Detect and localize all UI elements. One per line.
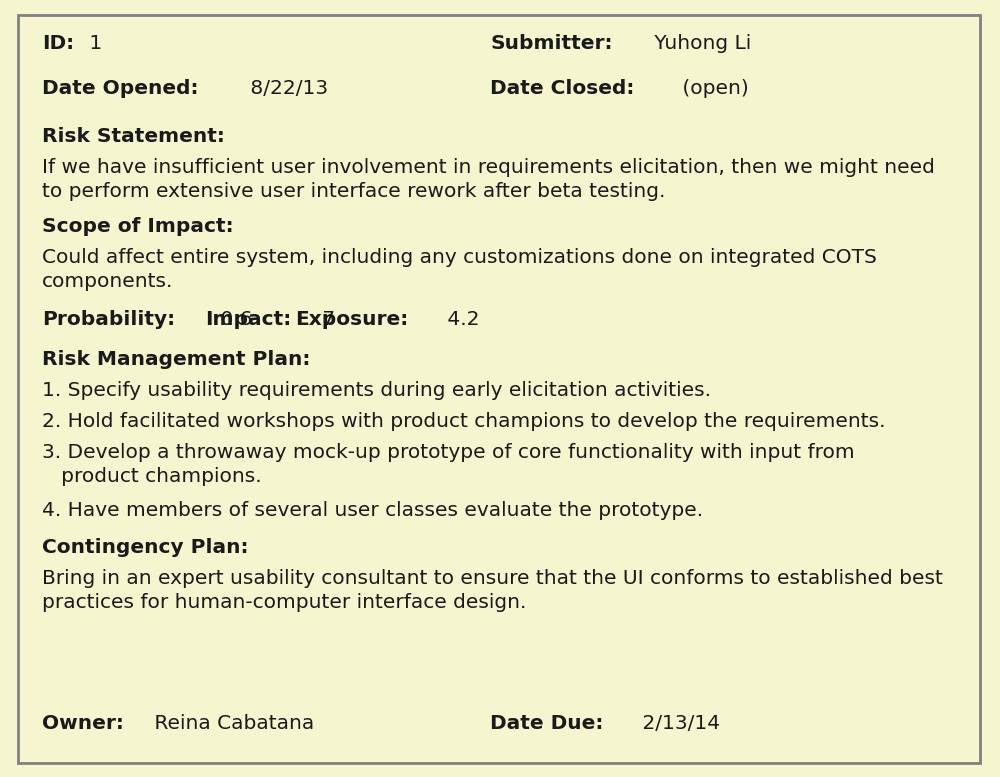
Text: If we have insufficient user involvement in requirements elicitation, then we mi: If we have insufficient user involvement… bbox=[42, 158, 935, 177]
Text: to perform extensive user interface rework after beta testing.: to perform extensive user interface rewo… bbox=[42, 182, 665, 201]
Text: Risk Management Plan:: Risk Management Plan: bbox=[42, 350, 310, 369]
Text: components.: components. bbox=[42, 272, 173, 291]
Text: Exposure:: Exposure: bbox=[295, 310, 408, 329]
Text: Risk Statement:: Risk Statement: bbox=[42, 127, 225, 146]
Text: 7: 7 bbox=[316, 310, 335, 329]
Text: product champions.: product champions. bbox=[42, 467, 262, 486]
Text: 8/22/13: 8/22/13 bbox=[244, 79, 328, 98]
Text: 2/13/14: 2/13/14 bbox=[636, 714, 720, 733]
Text: Date Due:: Date Due: bbox=[490, 714, 603, 733]
Text: ID:: ID: bbox=[42, 34, 74, 53]
Text: Impact:: Impact: bbox=[205, 310, 291, 329]
Text: Owner:: Owner: bbox=[42, 714, 124, 733]
Text: Submitter:: Submitter: bbox=[490, 34, 612, 53]
FancyBboxPatch shape bbox=[18, 15, 980, 763]
Text: 0.6: 0.6 bbox=[214, 310, 252, 329]
Text: 4.2: 4.2 bbox=[441, 310, 480, 329]
Text: Date Closed:: Date Closed: bbox=[490, 79, 634, 98]
Text: Reina Cabatana: Reina Cabatana bbox=[148, 714, 314, 733]
Text: 1: 1 bbox=[83, 34, 103, 53]
Text: 3. Develop a throwaway mock-up prototype of core functionality with input from: 3. Develop a throwaway mock-up prototype… bbox=[42, 443, 855, 462]
Text: 1. Specify usability requirements during early elicitation activities.: 1. Specify usability requirements during… bbox=[42, 381, 711, 400]
Text: Scope of Impact:: Scope of Impact: bbox=[42, 217, 234, 236]
Text: Bring in an expert usability consultant to ensure that the UI conforms to establ: Bring in an expert usability consultant … bbox=[42, 569, 943, 588]
Text: (open): (open) bbox=[676, 79, 749, 98]
Text: Yuhong Li: Yuhong Li bbox=[648, 34, 751, 53]
Text: 4. Have members of several user classes evaluate the prototype.: 4. Have members of several user classes … bbox=[42, 501, 703, 520]
Text: practices for human-computer interface design.: practices for human-computer interface d… bbox=[42, 593, 526, 612]
Text: Contingency Plan:: Contingency Plan: bbox=[42, 538, 248, 557]
Text: Could affect entire system, including any customizations done on integrated COTS: Could affect entire system, including an… bbox=[42, 248, 877, 267]
Text: Date Opened:: Date Opened: bbox=[42, 79, 198, 98]
Text: 2. Hold facilitated workshops with product champions to develop the requirements: 2. Hold facilitated workshops with produ… bbox=[42, 412, 886, 431]
Text: Probability:: Probability: bbox=[42, 310, 175, 329]
